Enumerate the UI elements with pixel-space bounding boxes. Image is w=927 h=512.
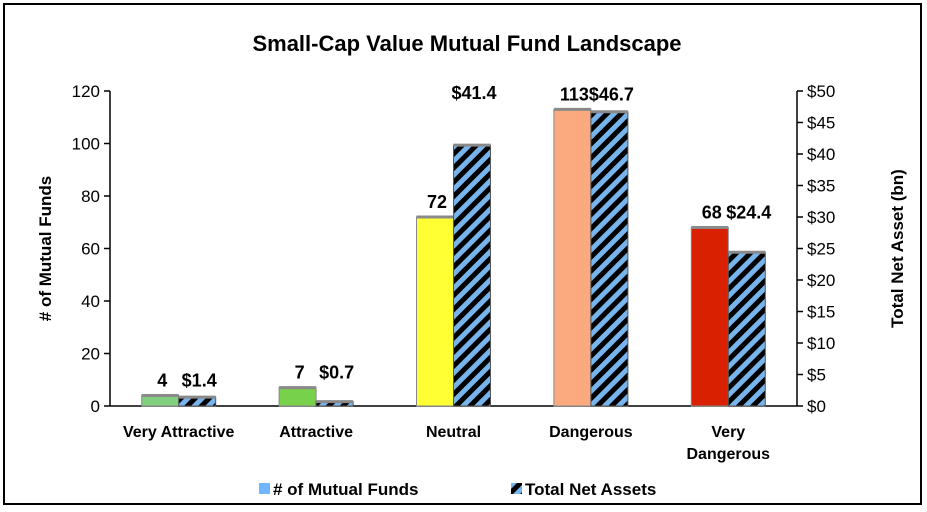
data-label-mutual-funds: 113: [560, 84, 589, 104]
left-tick-label: 20: [81, 345, 100, 364]
bar-mutual-funds: [278, 387, 317, 407]
data-label-net-assets: $1.4: [182, 371, 217, 391]
bar-mutual-funds: [416, 216, 454, 407]
legend: # of Mutual Funds Total Net Assets: [259, 480, 656, 499]
left-tick-label: 120: [72, 82, 100, 101]
chart-title: Small-Cap Value Mutual Fund Landscape: [252, 31, 681, 56]
bar-mutual-funds: [690, 227, 729, 407]
legend-label-net-assets: Total Net Assets: [525, 480, 656, 499]
right-tick-label: $20: [807, 271, 835, 290]
chart-frame: Small-Cap Value Mutual Fund Landscape 0 2…: [3, 3, 922, 505]
data-label-mutual-funds: 4: [157, 371, 167, 391]
bar-net-assets: [727, 251, 766, 407]
data-label-net-assets: $46.7: [589, 84, 634, 104]
bars: [141, 107, 766, 407]
category-label: Dangerous: [687, 446, 771, 463]
left-tick-label: 80: [81, 187, 100, 206]
left-tick-label: 60: [81, 240, 100, 259]
data-labels: 4 $1.4 7 $0.7 72 $41.4 113 $46.7 68 $24.4: [157, 83, 771, 390]
data-label-net-assets: $41.4: [451, 83, 496, 103]
right-tick-label: $45: [807, 114, 835, 133]
right-tick-label: $10: [807, 334, 835, 353]
category-label: Attractive: [279, 424, 353, 441]
right-tick-label: $0: [807, 397, 826, 416]
data-label-net-assets: $24.4: [726, 203, 771, 223]
bar-net-assets: [590, 111, 629, 407]
data-label-mutual-funds: 7: [295, 363, 305, 383]
right-tick-label: $40: [807, 145, 835, 164]
right-axis-title: Total Net Asset (bn): [888, 169, 907, 328]
data-label-mutual-funds: 68: [702, 203, 722, 223]
legend-label-mutual-funds: # of Mutual Funds: [273, 480, 418, 499]
category-label: Dangerous: [549, 424, 633, 441]
category-label: Very Attractive: [123, 424, 235, 441]
left-tick-label: 40: [81, 292, 100, 311]
data-label-net-assets: $0.7: [319, 363, 354, 383]
left-axis-title: # of Mutual Funds: [36, 176, 55, 321]
right-tick-label: $25: [807, 240, 835, 259]
data-label-mutual-funds: 72: [427, 192, 447, 212]
right-tick-label: $50: [807, 82, 835, 101]
bar-chart: Small-Cap Value Mutual Fund Landscape 0 2…: [36, 31, 907, 499]
bar-mutual-funds: [141, 395, 180, 407]
legend-swatch-mutual-funds: [259, 483, 270, 494]
category-label: Neutral: [426, 424, 481, 441]
category-label: Very: [711, 424, 745, 441]
right-tick-label: $30: [807, 208, 835, 227]
bar-net-assets: [453, 144, 491, 407]
bar-mutual-funds: [553, 108, 592, 407]
left-tick-label: 100: [72, 135, 100, 154]
right-tick-label: $35: [807, 177, 835, 196]
axes: 0 20 40 60 80 100 120 $0 $5 $10 $15 $20 $25 $30 $35 $40…: [36, 82, 907, 463]
right-tick-label: $15: [807, 303, 835, 322]
right-tick-label: $5: [807, 366, 826, 385]
legend-swatch-net-assets: [511, 483, 522, 494]
left-tick-label: 0: [91, 397, 100, 416]
